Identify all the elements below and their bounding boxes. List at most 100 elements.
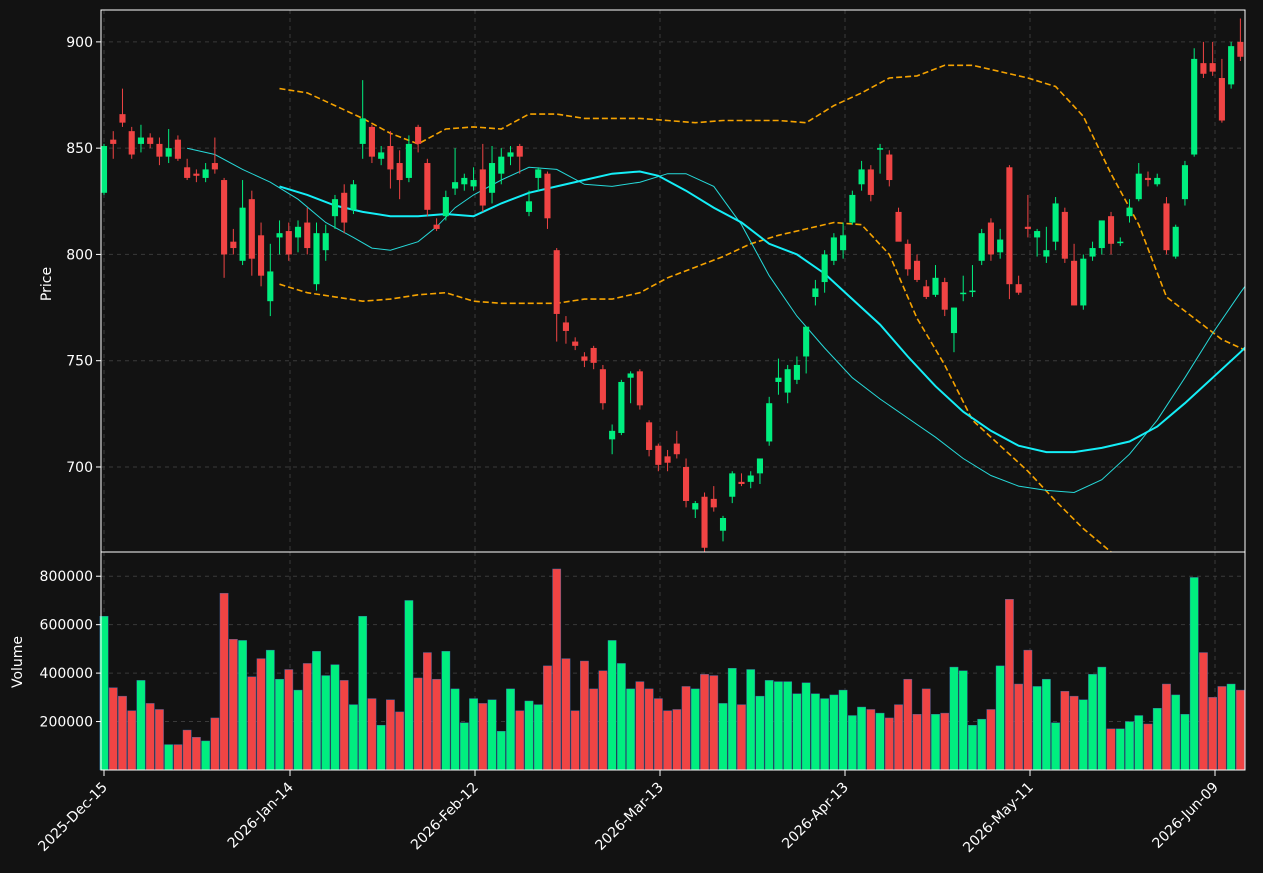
volume-bar (829, 694, 839, 771)
volume-bar (690, 688, 700, 771)
candle (840, 222, 847, 259)
volume-bar (1152, 708, 1162, 771)
candle (756, 458, 764, 484)
volume-y-tick-label: 600000 (40, 618, 93, 634)
volume-bar (164, 744, 174, 771)
candle-body (756, 458, 764, 474)
candle (415, 124, 422, 153)
volume-bar (1032, 686, 1042, 771)
volume-bar (884, 717, 894, 771)
candle-body (821, 254, 828, 283)
candle-body (886, 154, 893, 181)
volume-bar (1106, 728, 1116, 771)
candle-body (110, 139, 117, 144)
volume-bar (894, 704, 903, 771)
candle (442, 190, 449, 221)
volume-bar (820, 698, 829, 771)
candle (488, 146, 496, 204)
candle-body (230, 241, 237, 249)
volume-bar (921, 688, 931, 771)
candle-body (923, 286, 930, 297)
volume-bar (441, 651, 451, 771)
candle-body (581, 356, 588, 361)
candle (331, 194, 339, 229)
volume-bar (469, 698, 478, 771)
volume-bar (1069, 695, 1079, 771)
candle-body (627, 373, 634, 378)
candle (184, 158, 191, 181)
candle (1228, 41, 1235, 89)
candle-body (701, 496, 708, 548)
volume-bar (912, 714, 922, 771)
candle-body (987, 222, 994, 255)
candle-body (313, 233, 320, 285)
volume-bar (533, 704, 543, 771)
volume-bar (838, 689, 848, 771)
volume-panel: 200000 400000 600000 800000 Volume (10, 551, 1246, 771)
volume-bar (108, 687, 118, 771)
volume-bar (774, 681, 783, 771)
candle-body (415, 126, 422, 144)
candle-body (119, 114, 126, 123)
volume-bar (847, 715, 857, 771)
volume-bar (432, 678, 441, 771)
candle (858, 160, 865, 191)
candle-body (1071, 260, 1078, 306)
candle-body (544, 173, 551, 219)
candle-body (1209, 63, 1216, 72)
candle-body (655, 445, 662, 465)
candle-body (405, 143, 412, 178)
candle-body (507, 152, 514, 157)
volume-bar (931, 714, 940, 771)
candle (895, 207, 902, 242)
candle (378, 146, 385, 166)
candle (581, 352, 588, 368)
volume-bar (367, 698, 377, 771)
candle-body (590, 347, 597, 363)
candle-body (1135, 173, 1142, 200)
candle (137, 124, 145, 153)
volume-bar (617, 663, 626, 771)
candle (1135, 163, 1142, 202)
candle-body (747, 475, 754, 482)
price-y-tick-label: 850 (66, 141, 93, 157)
candle-body (904, 243, 911, 270)
volume-bar (238, 640, 247, 771)
volume-bar (561, 658, 571, 771)
candle-body (784, 369, 791, 393)
volume-bar (228, 639, 238, 771)
candle-body (867, 169, 874, 195)
candle (553, 248, 560, 342)
candle-body (424, 163, 431, 210)
candle-body (461, 177, 468, 185)
candle (119, 88, 126, 127)
volume-bar (1217, 686, 1227, 771)
volume-bar (339, 680, 349, 771)
volume-bar (1097, 666, 1107, 771)
volume-bar (663, 710, 672, 771)
candle-body (202, 169, 209, 178)
candle-body (248, 199, 255, 259)
volume-bar (718, 703, 728, 771)
volume-bar (219, 592, 229, 771)
volume-bar (737, 704, 746, 771)
volume-bar (598, 670, 608, 771)
volume-bar (552, 568, 562, 771)
candle-body (618, 381, 625, 433)
candle (987, 218, 994, 261)
candle-body (525, 201, 533, 212)
volume-bar (118, 695, 127, 771)
volume-bar (1088, 674, 1097, 771)
candle (359, 80, 366, 159)
volume-bar (256, 658, 266, 771)
candle-body (442, 197, 449, 217)
volume-bar (709, 675, 719, 771)
candle-body (211, 163, 218, 170)
volume-bar (700, 674, 709, 771)
volume-bar (764, 680, 774, 771)
candle (821, 250, 828, 293)
candle (655, 443, 662, 472)
candle (1172, 224, 1179, 259)
volume-bar (801, 682, 811, 771)
candle-body (184, 167, 191, 178)
